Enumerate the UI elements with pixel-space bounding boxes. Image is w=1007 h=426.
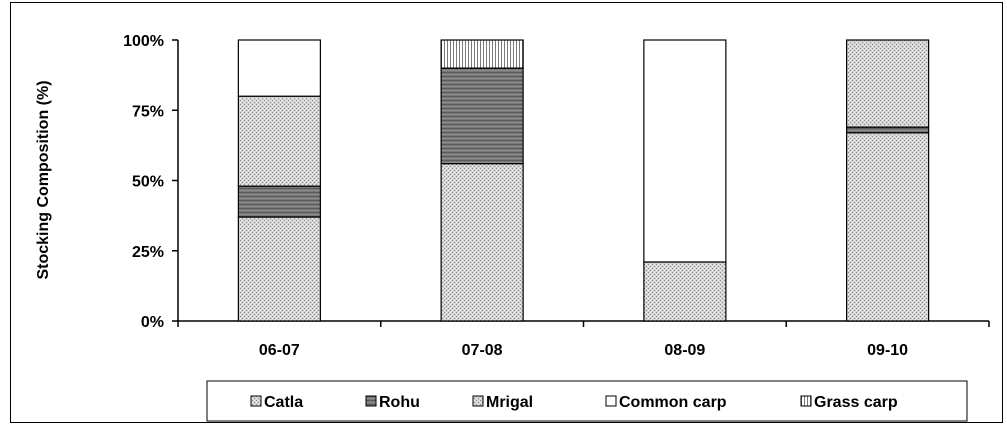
legend-swatch xyxy=(800,395,812,407)
legend-label: Common carp xyxy=(619,394,727,411)
bar-segment xyxy=(237,95,321,187)
bar-segment xyxy=(440,39,524,69)
legend-label: Grass carp xyxy=(814,394,898,411)
y-axis-title: Stocking Composition (%) xyxy=(35,80,52,279)
bars xyxy=(237,39,930,322)
legend-swatch xyxy=(250,395,262,407)
legend-swatch xyxy=(605,395,617,407)
bar-segment xyxy=(440,163,524,322)
legend-label: Rohu xyxy=(379,394,420,411)
legend: Catla Rohu Mrigal Common carp Grass carp xyxy=(206,380,968,422)
chart-frame xyxy=(10,2,1003,423)
legend-box xyxy=(206,380,968,422)
bar-segment xyxy=(846,132,930,322)
bar-segment xyxy=(237,185,321,218)
y-tick-label: 75% xyxy=(132,103,164,120)
bar-segment xyxy=(237,39,321,97)
x-ticks: 06-07 07-08 08-09 09-10 xyxy=(177,321,990,359)
x-tick-label: 08-09 xyxy=(664,342,705,359)
x-tick-label: 07-08 xyxy=(462,342,503,359)
bar-segment xyxy=(643,39,727,263)
bar-segment xyxy=(643,261,727,322)
x-tick-label: 09-10 xyxy=(867,342,908,359)
y-tick-label: 50% xyxy=(132,174,164,191)
legend-swatch xyxy=(365,395,377,407)
y-ticks: 0% 25% 50% 75% 100% xyxy=(123,33,178,331)
bar-segment xyxy=(846,39,930,128)
bar-segment xyxy=(846,126,930,134)
y-tick-label: 25% xyxy=(132,244,164,261)
bar-segment xyxy=(237,216,321,322)
y-tick-label: 0% xyxy=(141,314,164,331)
x-tick-label: 06-07 xyxy=(259,342,300,359)
legend-label: Catla xyxy=(264,394,303,411)
legend-label: Mrigal xyxy=(486,394,533,411)
legend-swatch xyxy=(472,395,484,407)
bar-segment xyxy=(440,67,524,165)
y-tick-label: 100% xyxy=(123,33,164,50)
